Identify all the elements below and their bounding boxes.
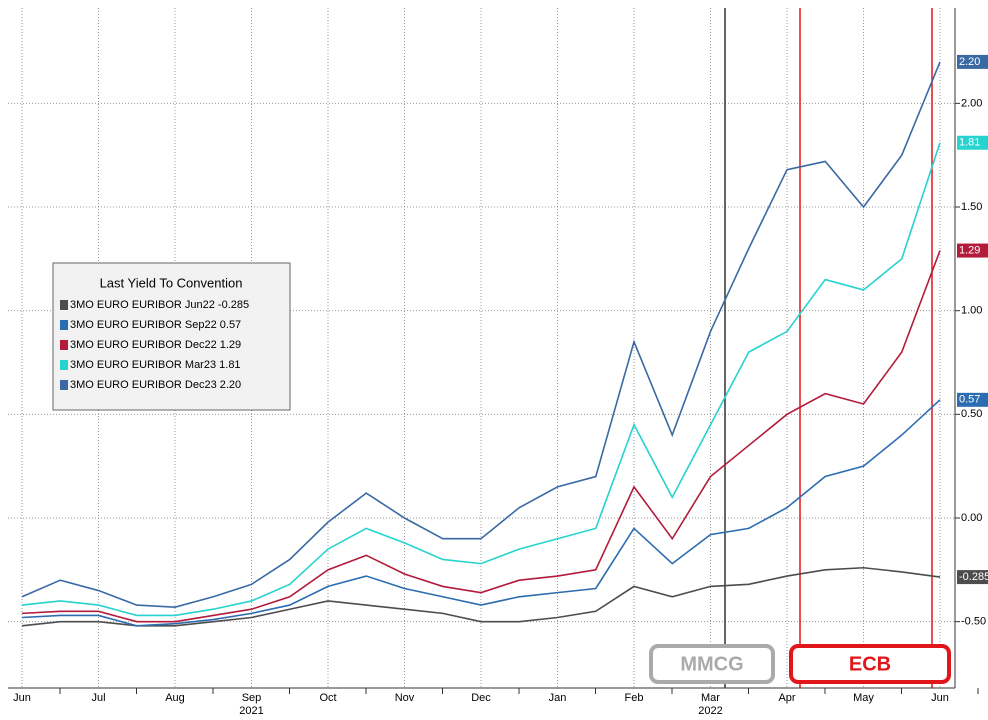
legend-label: 3MO EURO EURIBOR Sep22 0.57 xyxy=(70,319,241,331)
value-label-box xyxy=(957,135,988,150)
legend-swatch xyxy=(60,380,68,390)
value-label: 1.81 xyxy=(959,137,980,149)
value-label-box xyxy=(957,54,988,69)
value-label: 0.57 xyxy=(959,394,980,406)
y-tick-label: 0.00 xyxy=(961,512,982,524)
series-line xyxy=(21,566,941,627)
y-tick-label: 0.50 xyxy=(961,408,982,420)
y-tick-label: 2.00 xyxy=(961,97,982,109)
legend-swatch xyxy=(60,340,68,350)
series-line xyxy=(21,142,941,617)
x-tick-label: Sep xyxy=(242,692,262,704)
year-label: 2022 xyxy=(698,705,722,715)
value-label-box xyxy=(957,243,988,258)
x-tick-label: May xyxy=(853,692,874,704)
lines xyxy=(21,61,941,627)
x-tick-label: Jun xyxy=(13,692,31,704)
x-tick-label: Mar xyxy=(701,692,720,704)
value-label: 2.20 xyxy=(959,56,980,68)
legend-label: 3MO EURO EURIBOR Dec22 1.29 xyxy=(70,339,241,351)
y-tick-label: -0.50 xyxy=(961,616,986,628)
x-tick-label: Apr xyxy=(778,692,795,704)
x-tick-label: Oct xyxy=(319,692,336,704)
x-tick-label: Feb xyxy=(625,692,644,704)
annotation: ECB xyxy=(849,653,891,675)
y-tick-label: 1.00 xyxy=(961,305,982,317)
value-label: 1.29 xyxy=(959,244,980,256)
x-tick-label: Jun xyxy=(931,692,949,704)
legend-swatch xyxy=(60,300,68,310)
legend-box xyxy=(52,262,291,411)
x-tick-label: Jul xyxy=(91,692,105,704)
legend-label: 3MO EURO EURIBOR Mar23 1.81 xyxy=(70,359,241,371)
legend-swatch xyxy=(60,360,68,370)
legend-title: Last Yield To Convention xyxy=(100,275,243,290)
x-tick-label: Nov xyxy=(395,692,415,704)
x-tick-label: Aug xyxy=(165,692,185,704)
x-tick-label: Dec xyxy=(471,692,491,704)
value-label: -0.285 xyxy=(959,571,988,583)
legend: Last Yield To Convention 3MO EURO EURIBO… xyxy=(52,262,291,411)
annotation: MMCG xyxy=(680,653,743,675)
y-tick-label: 1.50 xyxy=(961,201,982,213)
annotation-box xyxy=(649,644,775,684)
series-line xyxy=(21,61,941,608)
series-line xyxy=(21,399,941,627)
year-label: 2021 xyxy=(239,705,263,715)
x-tick-label: Jan xyxy=(549,692,567,704)
legend-swatch xyxy=(60,320,68,330)
value-label-box xyxy=(957,392,988,407)
value-label-box xyxy=(957,570,988,585)
legend-label: 3MO EURO EURIBOR Dec23 2.20 xyxy=(70,379,241,391)
series-line xyxy=(21,250,941,623)
annotation-box xyxy=(789,644,951,684)
legend-label: 3MO EURO EURIBOR Jun22 -0.285 xyxy=(70,299,249,311)
